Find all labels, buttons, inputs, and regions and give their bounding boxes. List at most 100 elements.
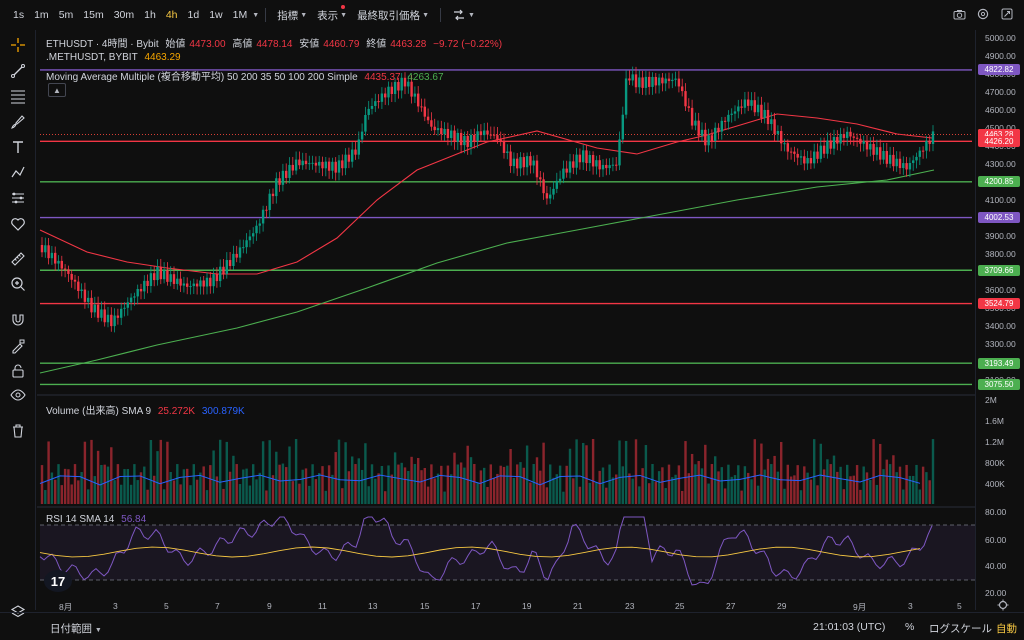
brush-icon[interactable] (9, 113, 27, 131)
indicators-button[interactable]: 指標 ▼ (277, 8, 307, 23)
high-label: 高値 (232, 39, 253, 50)
last-price-button[interactable]: 最終取引価格 ▼ (357, 8, 429, 23)
candle-body (205, 277, 209, 287)
fib-icon[interactable] (9, 87, 27, 105)
trash-icon[interactable] (9, 422, 27, 440)
candle-body (268, 193, 271, 211)
candle-body (928, 140, 931, 144)
candle-body (849, 131, 852, 137)
magnet-icon[interactable] (9, 311, 27, 329)
utc-clock[interactable]: 21:01:03 (UTC) (813, 621, 886, 633)
price-level-tag[interactable]: 4002.53 (978, 212, 1020, 224)
price-axis[interactable] (975, 30, 1024, 610)
volume-bar (54, 479, 57, 504)
price-level-tag[interactable]: 3075.50 (978, 378, 1020, 390)
price-level-tag[interactable]: 4822.82 (978, 64, 1020, 76)
display-button[interactable]: 表示 ▼ (317, 4, 347, 23)
price-level-tag[interactable]: 4426.20 (978, 135, 1020, 147)
percent-toggle[interactable]: % (905, 621, 915, 633)
timeframe-1M[interactable]: 1M (232, 9, 248, 21)
volume-bar (397, 464, 400, 504)
volume-bar (888, 464, 892, 504)
price-tick-label: 4600.00 (985, 105, 1016, 115)
price-level-tag[interactable]: 4200.85 (978, 176, 1020, 188)
auto-scale-toggle[interactable]: 自動 (996, 623, 1017, 635)
log-scale-toggle[interactable]: ログスケール (929, 623, 992, 635)
candle-body (661, 77, 664, 84)
price-level-tag[interactable]: 3524.79 (978, 298, 1020, 310)
timeframe-5m[interactable]: 5m (58, 9, 74, 21)
ma-name[interactable]: Moving Average Multiple (複合移動平均) 50 200 … (46, 72, 358, 83)
date-range-button[interactable]: 日付範囲 ▼ (50, 621, 102, 636)
fullscreen-icon[interactable] (1000, 7, 1014, 21)
volume-bar (202, 466, 205, 504)
candle-body (611, 164, 615, 166)
volume-bar (367, 486, 370, 504)
volume-bar (103, 464, 106, 504)
candle-body (351, 149, 354, 162)
camera-icon[interactable] (952, 7, 966, 21)
volume-bar (786, 464, 789, 504)
timeframe-30m[interactable]: 30m (113, 9, 135, 21)
volume-tick-label: 800K (985, 458, 1005, 468)
chart-panel[interactable] (37, 30, 975, 610)
axis-settings-icon[interactable] (996, 598, 1010, 612)
chevron-down-icon: ▼ (94, 627, 102, 634)
volume-bar (849, 476, 852, 504)
timeframe-4h[interactable]: 4h (165, 9, 178, 21)
secondary-symbol[interactable]: .METHUSDT, BYBIT (46, 52, 138, 63)
change-value: −9.72 (−0.22%) (433, 39, 503, 50)
volume-bar (496, 473, 499, 504)
prediction-icon[interactable] (9, 189, 27, 207)
timeframe-1h[interactable]: 1h (144, 9, 156, 21)
timeframe-1s[interactable]: 1s (13, 9, 25, 21)
price-level-tag[interactable]: 4463.28 (978, 129, 1020, 141)
volume-bar (466, 445, 469, 504)
candle-body (492, 134, 496, 136)
rsi-name[interactable]: RSI 14 SMA 14 (46, 514, 115, 525)
heart-icon[interactable] (9, 215, 27, 233)
lock-icon[interactable] (9, 362, 27, 380)
volume-bar (684, 441, 687, 504)
text-icon[interactable] (9, 138, 27, 156)
zoom-in-icon[interactable] (9, 275, 27, 293)
candle-body (773, 119, 776, 134)
ruler-icon[interactable] (9, 250, 27, 268)
timeframe-1d[interactable]: 1d (187, 9, 200, 21)
price-level-tag[interactable]: 3193.49 (978, 357, 1020, 369)
timeframe-15m[interactable]: 15m (83, 9, 104, 21)
volume-bar (123, 469, 126, 504)
timeframe-1w[interactable]: 1w (209, 9, 223, 21)
chart-canvas[interactable] (37, 30, 975, 610)
volume-bar (446, 465, 450, 504)
eye-icon[interactable] (9, 386, 27, 404)
time-tick-label: 5 (164, 601, 169, 611)
volume-value-2: 300.879K (201, 406, 245, 417)
symbol-title[interactable]: ETHUSDT · 4時間 · Bybit (46, 39, 159, 50)
volume-bar (377, 473, 380, 504)
volume-value-1: 25.272K (157, 406, 196, 417)
candle-body (786, 143, 789, 152)
volume-name[interactable]: Volume (出来高) SMA 9 (46, 406, 152, 417)
pattern-icon[interactable] (9, 164, 27, 182)
candle-body (278, 178, 281, 185)
collapse-legend-button[interactable]: ▲ (48, 83, 66, 97)
timeframe-1m[interactable]: 1m (34, 9, 49, 21)
layers-icon[interactable] (9, 603, 27, 621)
candle-body (285, 170, 288, 178)
price-level-tag[interactable]: 3709.66 (978, 264, 1020, 276)
candle-body (370, 106, 374, 109)
settings-icon[interactable] (976, 7, 990, 21)
candle-body (374, 101, 377, 107)
lock-drawing-icon[interactable] (9, 337, 27, 355)
volume-bar (261, 441, 265, 504)
timeframe-dropdown-icon[interactable]: ▼ (252, 11, 260, 19)
crosshair-icon[interactable] (9, 36, 27, 54)
volume-bar (730, 476, 733, 504)
candle-body (139, 288, 143, 292)
candle-body (638, 77, 641, 88)
trendline-icon[interactable] (9, 62, 27, 80)
candle-body (80, 289, 83, 291)
compare-button[interactable]: ▼ (452, 9, 475, 21)
volume-bar (506, 465, 509, 504)
